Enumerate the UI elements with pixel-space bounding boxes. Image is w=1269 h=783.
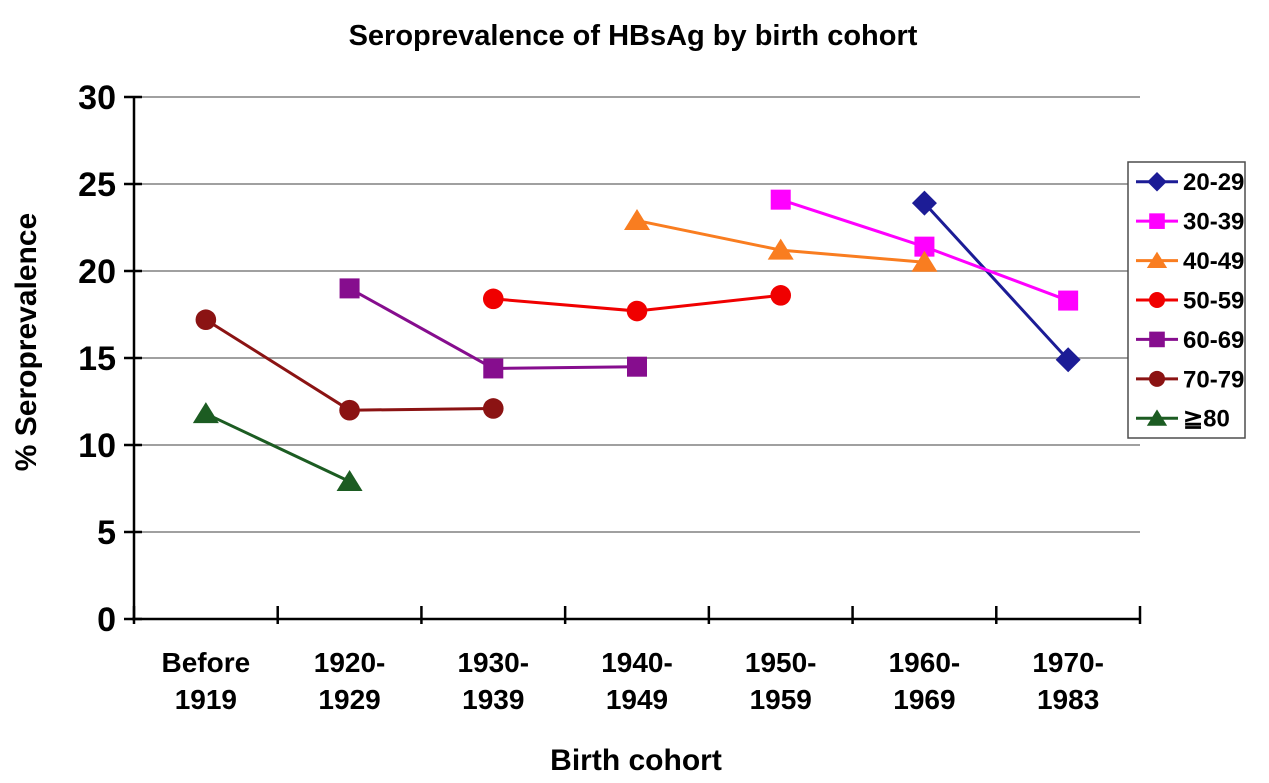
marker-square xyxy=(770,189,791,210)
legend-item-50-59: 50-59 xyxy=(1136,287,1244,314)
marker-circle xyxy=(1148,370,1166,387)
legend-label-40-49: 40-49 xyxy=(1183,248,1244,275)
series-line-70-79 xyxy=(204,318,495,412)
legend-label-20-29: 20-29 xyxy=(1183,169,1244,196)
marker-triangle xyxy=(767,238,794,260)
x-tick-label-5: 1960- xyxy=(889,647,961,678)
marker-triangle xyxy=(336,470,363,492)
series-line-≧80 xyxy=(204,412,352,484)
marker-circle xyxy=(1148,291,1166,309)
marker-triangle xyxy=(1146,409,1168,426)
y-tick-label-10: 10 xyxy=(78,427,116,465)
y-tick-label-30: 30 xyxy=(78,79,116,117)
marker-circle xyxy=(482,288,504,310)
plot-area: 0 5 10 15 20 25 30 Before 1919 1920- 1929 1930- 1939… xyxy=(78,79,1246,715)
legend-item-≧80: ≧80 xyxy=(1136,406,1230,433)
marker-square xyxy=(1058,290,1079,311)
marker-diamond xyxy=(1147,171,1167,192)
legend-item-40-49: 40-49 xyxy=(1136,248,1244,275)
legend-label-50-59: 50-59 xyxy=(1183,287,1244,314)
marker-square xyxy=(1149,331,1165,348)
y-tick-label-15: 15 xyxy=(78,340,116,378)
x-tick-label-0: Before xyxy=(162,647,251,678)
x-tick-label-2: 1939 xyxy=(462,684,524,715)
x-tick-label-0: 1919 xyxy=(175,684,237,715)
marker-circle xyxy=(195,309,217,331)
legend-label-≧80: ≧80 xyxy=(1183,406,1230,433)
marker-diamond xyxy=(1055,347,1081,373)
series-70-79 xyxy=(195,309,504,421)
marker-circle xyxy=(482,398,504,419)
x-tick-label-6: 1970- xyxy=(1032,647,1104,678)
x-tick-label-6: 1983 xyxy=(1037,684,1099,715)
x-tick-label-1: 1929 xyxy=(318,684,380,715)
x-tick-label-5: 1969 xyxy=(893,684,955,715)
y-tick-label-25: 25 xyxy=(78,166,116,204)
legend-label-70-79: 70-79 xyxy=(1183,366,1244,393)
marker-circle xyxy=(770,285,792,306)
chart-title: Seroprevalence of HBsAg by birth cohort xyxy=(349,20,918,52)
marker-square xyxy=(483,358,504,379)
x-tick-label-2: 1930- xyxy=(457,647,529,678)
series-20-29 xyxy=(911,190,1081,373)
legend-label-60-69: 60-69 xyxy=(1183,327,1244,354)
marker-triangle xyxy=(192,402,219,424)
marker-triangle xyxy=(911,250,938,272)
x-tick-label-4: 1950- xyxy=(745,647,817,678)
x-axis-title: Birth cohort xyxy=(550,744,722,777)
legend-item-20-29: 20-29 xyxy=(1136,169,1244,196)
series-50-59 xyxy=(482,285,792,322)
legend-item-30-39: 30-39 xyxy=(1136,209,1244,236)
marker-circle xyxy=(626,300,648,322)
series-40-49 xyxy=(624,209,938,272)
marker-triangle xyxy=(1146,251,1168,268)
marker-square xyxy=(339,278,360,299)
marker-square xyxy=(627,356,647,377)
marker-square xyxy=(1149,213,1165,229)
marker-triangle xyxy=(624,209,650,231)
legend-item-70-79: 70-79 xyxy=(1136,366,1244,393)
legend-item-60-69: 60-69 xyxy=(1136,327,1244,354)
x-tick-label-4: 1959 xyxy=(750,684,812,715)
x-tick-label-3: 1949 xyxy=(606,684,668,715)
series-≧80 xyxy=(192,402,363,492)
series-30-39 xyxy=(770,189,1079,311)
y-tick-label-5: 5 xyxy=(97,514,116,552)
marker-diamond xyxy=(911,190,937,216)
x-tick-label-3: 1940- xyxy=(601,647,673,678)
series-60-69 xyxy=(339,278,647,379)
marker-square xyxy=(914,236,935,257)
marker-circle xyxy=(339,399,360,421)
x-tick-label-1: 1920- xyxy=(314,647,386,678)
y-tick-label-20: 20 xyxy=(78,253,116,291)
y-tick-label-0: 0 xyxy=(97,601,116,639)
series-line-20-29 xyxy=(922,201,1070,362)
y-axis-title: % Seroprevalence xyxy=(10,213,43,471)
legend-label-30-39: 30-39 xyxy=(1183,209,1244,236)
